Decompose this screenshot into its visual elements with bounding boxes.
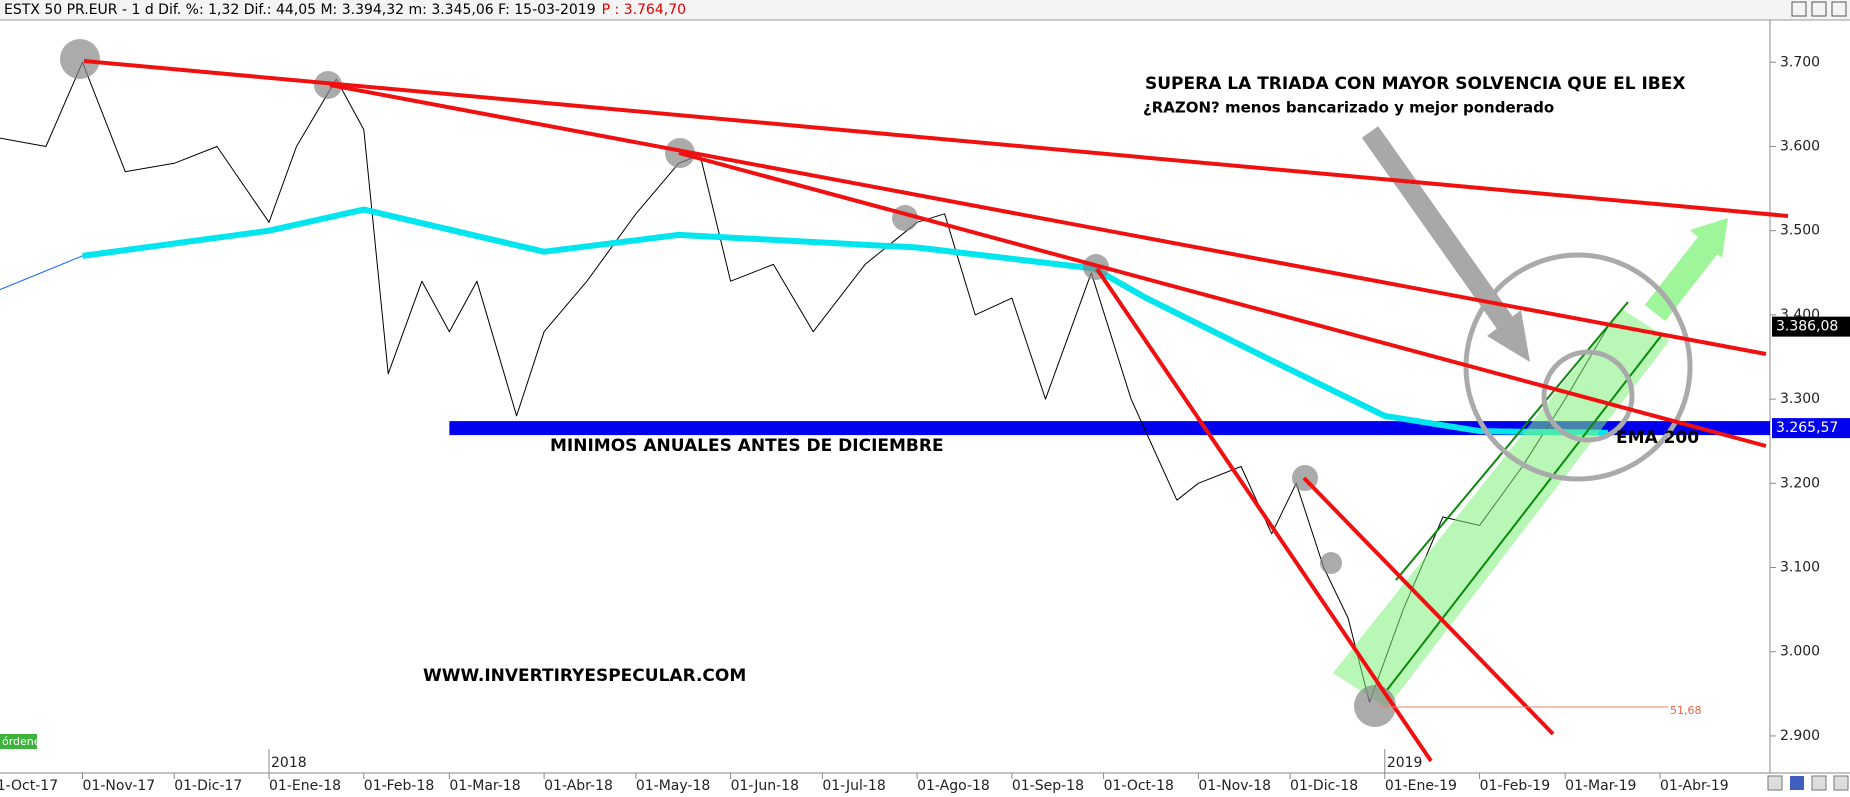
y-tick-label: 3.100 [1780, 560, 1820, 576]
toolbar-icon[interactable] [1767, 775, 1783, 791]
annotation: ¿RAZON? menos bancarizado y mejor ponder… [1143, 99, 1554, 117]
pivot-marker [60, 39, 100, 79]
series-line [82, 206, 1609, 436]
y-tick-label: 3.600 [1780, 138, 1820, 154]
trend-line [329, 83, 1767, 356]
toolbar-icon[interactable] [1811, 775, 1827, 791]
x-tick-label: 01-Mar-19 [1565, 778, 1636, 794]
x-tick-label: 01-Dic-17 [174, 778, 242, 794]
annotation: MINIMOS ANUALES ANTES DE DICIEMBRE [550, 436, 944, 456]
trend-line [1095, 267, 1433, 763]
trend-line [83, 59, 1789, 218]
x-tick-label: 01-Sep-18 [1012, 778, 1084, 794]
x-tick-label: 01-May-18 [636, 778, 710, 794]
y-tick-label: 3.500 [1780, 223, 1820, 239]
plot-area: 2.9003.0003.1003.2003.3003.4003.5003.600… [0, 54, 1850, 794]
x-tick-label: 01-Dic-18 [1290, 778, 1358, 794]
y-tick-label: 3.700 [1780, 54, 1820, 70]
channel-fill [1333, 309, 1670, 708]
channel-line [1395, 301, 1629, 581]
x-tick-label: 01-Oct-18 [1104, 778, 1174, 794]
highlight-circle [1541, 349, 1635, 443]
header-price: P : 3.764,70 [602, 2, 686, 18]
save-icon[interactable] [1790, 776, 1804, 790]
arrow-head [1487, 310, 1530, 362]
last-price-label: 3.386,08 [1776, 319, 1838, 335]
x-tick-label: 01-Feb-18 [364, 778, 435, 794]
trend-line [678, 151, 1767, 448]
x-tick-label: 01-Nov-17 [83, 778, 156, 794]
x-tick-label: 01-Ago-18 [917, 778, 990, 794]
minimize-button[interactable] [1791, 1, 1807, 17]
support-label: 3.265,57 [1776, 420, 1838, 436]
trend-line [1302, 476, 1555, 736]
x-tick-label: 01-Jun-18 [731, 778, 799, 794]
x-tick-label: 01-Jul-18 [822, 778, 885, 794]
x-tick-label: 01-Ene-18 [269, 778, 341, 794]
x-tick-label: 01-Abr-18 [544, 778, 613, 794]
price-box [1772, 418, 1850, 439]
series-line [0, 255, 83, 291]
maximize-button[interactable] [1811, 1, 1827, 17]
x-tick-label: 01-Feb-19 [1480, 778, 1551, 794]
arrow-head [1690, 218, 1728, 258]
header-text: ESTX 50 PR.EUR - 1 d Dif. %: 1,32 Dif.: … [4, 2, 596, 18]
x-tick-label: 01-Ene-19 [1385, 778, 1457, 794]
pivot-marker [1320, 552, 1342, 574]
level-label: 51,68 [1670, 704, 1702, 717]
channel-line [1386, 335, 1662, 691]
y-tick-label: 2.900 [1780, 728, 1820, 744]
x-tick-label: 01-Mar-18 [449, 778, 520, 794]
y-tick-label: 3.200 [1780, 475, 1820, 491]
arrow-shaft [1361, 126, 1514, 329]
annotation: WWW.INVERTIRYESPECULAR.COM [423, 666, 746, 686]
orders-tab[interactable] [0, 734, 37, 749]
series-line [0, 61, 1609, 703]
annotation: SUPERA LA TRIADA CON MAYOR SOLVENCIA QUE… [1145, 74, 1685, 94]
y-tick-label: 3.300 [1780, 391, 1820, 407]
header-bar [0, 0, 1850, 20]
x-tick-label: 01-Oct-17 [0, 778, 58, 794]
close-button[interactable] [1831, 1, 1847, 17]
header-info: ESTX 50 PR.EUR - 1 d Dif. %: 1,32 Dif.: … [4, 2, 686, 18]
pivot-marker [1354, 685, 1396, 727]
annotation: EMA 200 [1616, 428, 1699, 448]
price-box [1772, 316, 1850, 337]
overlays: 51,68 [60, 39, 1789, 763]
year-label: 2018 [271, 755, 307, 771]
y-tick-label: 3.000 [1780, 644, 1820, 660]
toolbar-icon[interactable] [1833, 775, 1849, 791]
annotations: SUPERA LA TRIADA CON MAYOR SOLVENCIA QUE… [423, 74, 1699, 686]
year-label: 2019 [1387, 755, 1423, 771]
x-tick-label: 01-Nov-18 [1198, 778, 1271, 794]
arrow-shaft [1644, 231, 1723, 322]
orders-tab-label: órdenes [2, 735, 47, 748]
x-tick-label: 01-Abr-19 [1660, 778, 1729, 794]
